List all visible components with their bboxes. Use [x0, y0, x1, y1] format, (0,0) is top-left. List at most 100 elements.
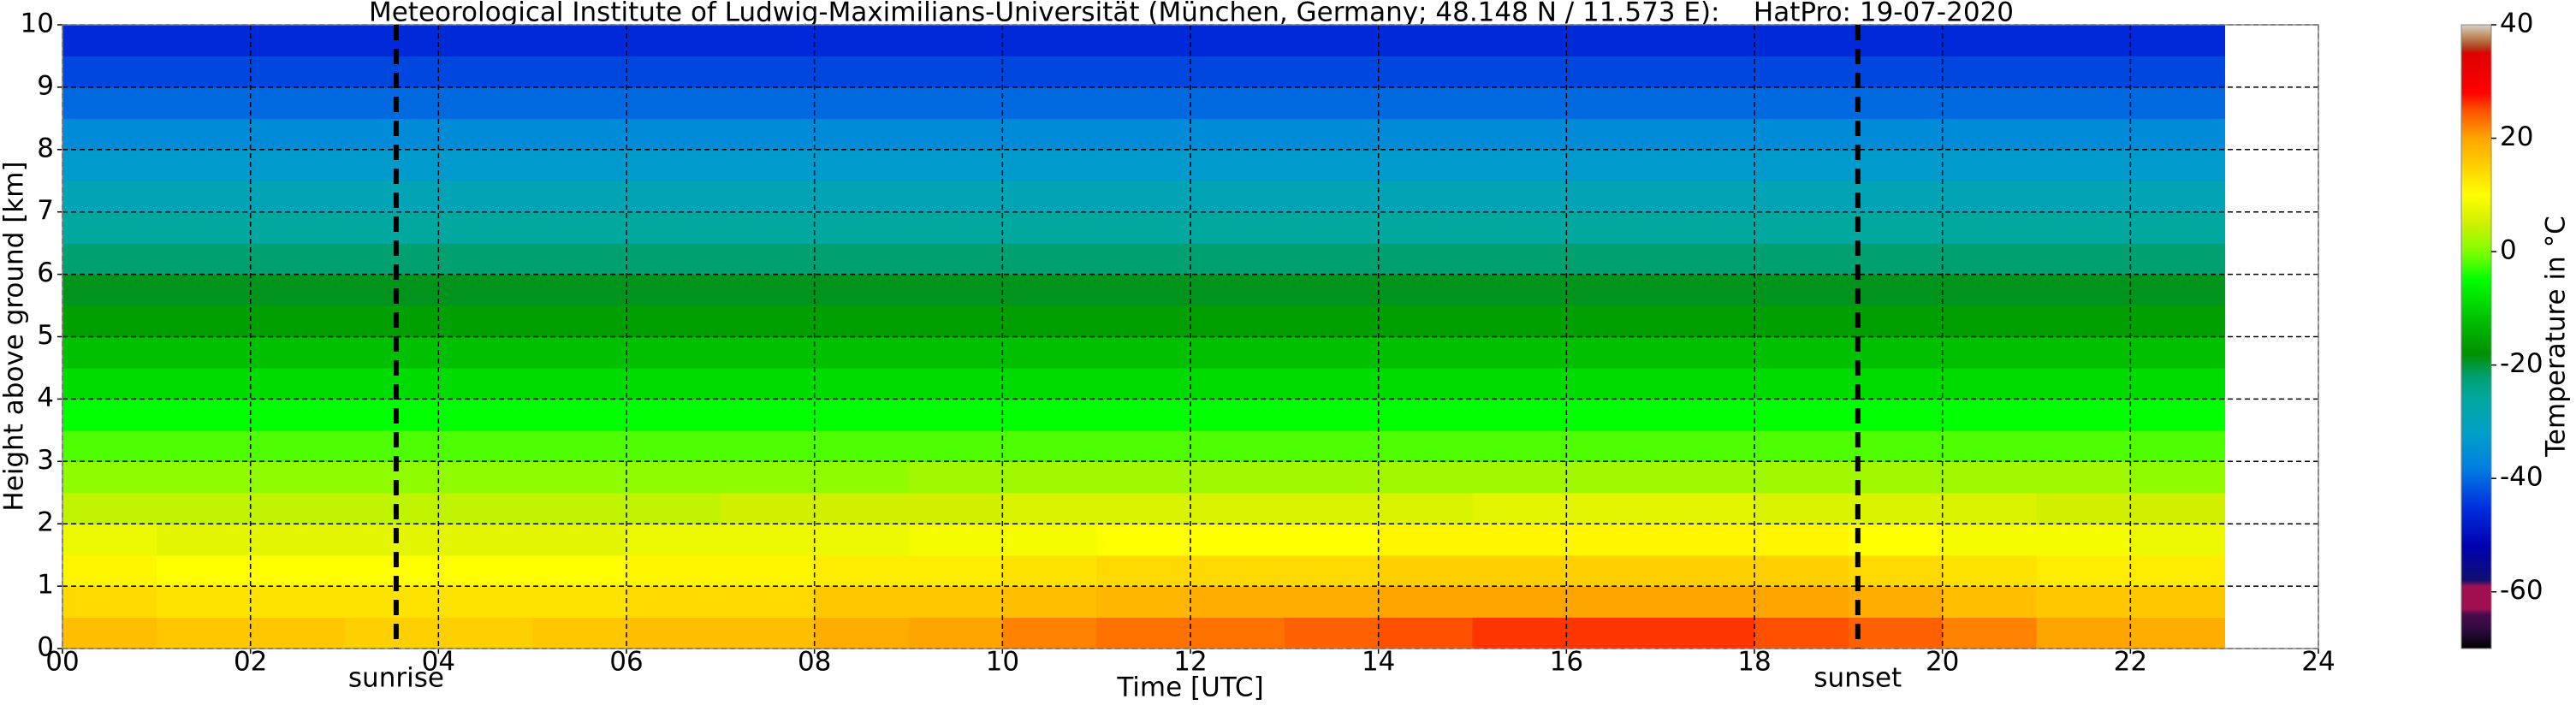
heat-cell: [532, 554, 627, 587]
heat-cell: [62, 118, 157, 151]
heat-cell: [344, 524, 439, 556]
heat-cell: [1096, 399, 1191, 431]
heat-cell: [1848, 86, 1944, 119]
heat-cell: [344, 118, 439, 151]
heat-cell: [1190, 56, 1285, 88]
heat-cell: [250, 243, 346, 275]
heat-cell: [626, 461, 721, 494]
heat-cell: [1942, 336, 2038, 369]
heat-cell: [814, 243, 910, 275]
heat-cell: [908, 274, 1003, 306]
heat-cell: [62, 181, 157, 213]
heat-cell: [344, 554, 439, 587]
heat-cell: [626, 243, 721, 275]
heat-cell: [1378, 554, 1474, 587]
heat-cell: [1848, 181, 1944, 213]
x-tick-label: 22: [2114, 647, 2147, 678]
heat-cell: [1942, 118, 2038, 151]
heat-cell: [1848, 336, 1944, 369]
heat-cell: [62, 554, 157, 587]
heat-cell: [438, 118, 533, 151]
heat-cell: [814, 367, 910, 400]
heat-cell: [1284, 181, 1380, 213]
heat-cell: [1472, 305, 1567, 338]
heat-cell: [1002, 86, 1097, 119]
heat-cell: [1472, 181, 1567, 213]
heat-cell: [1002, 617, 1097, 649]
heat-cell: [720, 86, 816, 119]
heat-cell: [1284, 554, 1380, 587]
heat-cell: [720, 118, 816, 151]
heat-cell: [626, 25, 721, 57]
heat-cell: [250, 367, 346, 400]
heat-cell: [1002, 430, 1097, 462]
heat-cell: [156, 56, 252, 88]
heat-cell: [1190, 554, 1285, 587]
heat-cell: [814, 25, 910, 57]
heat-cell: [1284, 461, 1380, 494]
heat-cell: [1660, 25, 1755, 57]
x-tick-label: 04: [422, 647, 455, 678]
heat-cell: [1566, 86, 1661, 119]
heat-cell: [1848, 554, 1944, 587]
heat-cell: [62, 524, 157, 556]
x-tick-label: 00: [45, 647, 79, 678]
heat-cell: [1096, 586, 1191, 619]
heat-cell: [438, 461, 533, 494]
heat-cell: [1942, 56, 2038, 88]
heat-cell: [1096, 430, 1191, 462]
heat-cell: [62, 461, 157, 494]
heat-cell: [1096, 336, 1191, 369]
heat-cell: [1566, 367, 1661, 400]
heat-cell: [1284, 430, 1380, 462]
heat-cell: [1566, 274, 1661, 306]
heat-cell: [720, 211, 816, 244]
heat-cell: [1472, 430, 1567, 462]
heat-cell: [1190, 524, 1285, 556]
heat-cell: [814, 181, 910, 213]
heat-cell: [532, 336, 627, 369]
heat-cell: [814, 399, 910, 431]
heat-cell: [62, 274, 157, 306]
heat-cell: [814, 305, 910, 338]
heat-cell: [1190, 336, 1285, 369]
heat-cell: [1848, 461, 1944, 494]
heat-cell: [1190, 25, 1285, 57]
heat-cell: [1566, 430, 1661, 462]
heat-cell: [156, 25, 252, 57]
heat-cell: [1942, 461, 2038, 494]
heat-cell: [344, 617, 439, 649]
heat-cell: [1566, 56, 1661, 88]
heat-cell: [2130, 274, 2225, 306]
heat-cell: [250, 211, 346, 244]
heat-cell: [438, 149, 533, 181]
heat-cell: [62, 399, 157, 431]
heat-cell: [2036, 430, 2131, 462]
heat-cell: [1378, 86, 1474, 119]
heat-cell: [626, 211, 721, 244]
x-tick-label: 18: [1737, 647, 1771, 678]
heat-cell: [1942, 243, 2038, 275]
heat-cell: [1284, 243, 1380, 275]
heat-cell: [626, 149, 721, 181]
x-tick-label: 10: [986, 647, 1019, 678]
heat-cell: [1942, 554, 2038, 587]
heat-cell: [438, 430, 533, 462]
heat-cell: [344, 461, 439, 494]
heat-cell: [438, 399, 533, 431]
heat-cell: [1754, 274, 1849, 306]
heat-cell: [1190, 243, 1285, 275]
heat-cell: [2130, 524, 2225, 556]
heat-cell: [2130, 181, 2225, 213]
heat-cell: [1848, 211, 1944, 244]
heat-cell: [1378, 25, 1474, 57]
heat-cell: [156, 617, 252, 649]
heat-cell: [1002, 524, 1097, 556]
heat-cell: [1660, 211, 1755, 244]
heat-cell: [626, 399, 721, 431]
heat-cell: [908, 461, 1003, 494]
heat-cell: [156, 430, 252, 462]
heat-cell: [438, 181, 533, 213]
heat-cell: [1096, 86, 1191, 119]
